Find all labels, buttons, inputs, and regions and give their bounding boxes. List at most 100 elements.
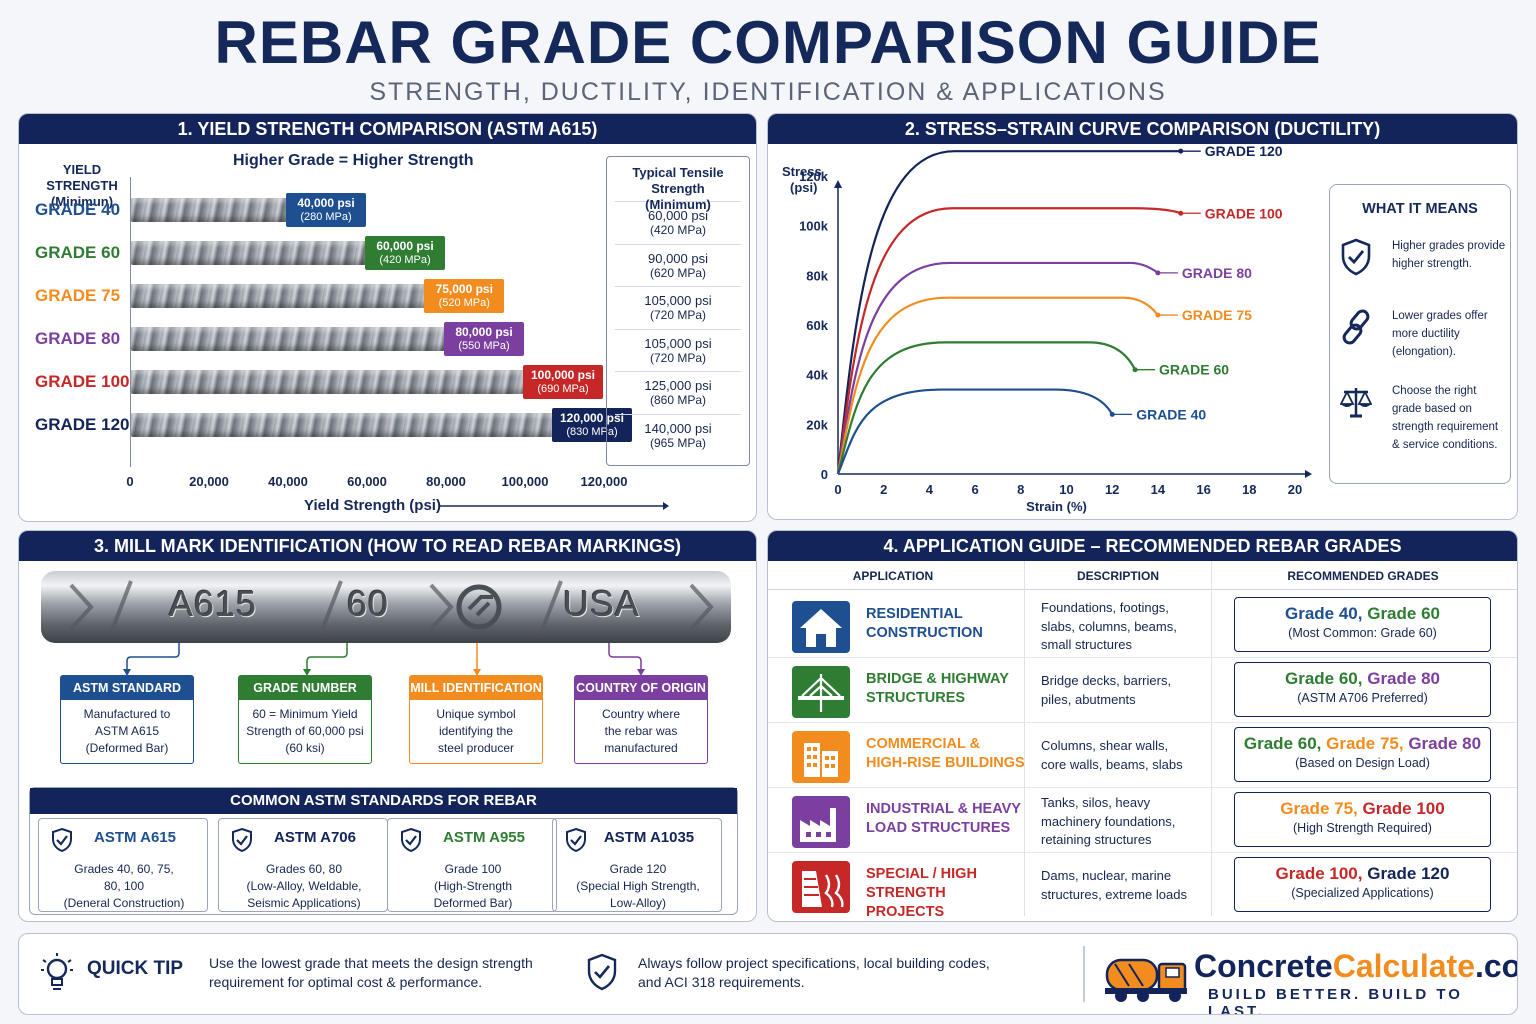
mill-mark-card-title: GRADE NUMBER [239, 676, 371, 700]
mill-mark-card-line: the rebar was [604, 724, 678, 738]
y-axis-arrow [834, 180, 842, 188]
house-icon [792, 601, 850, 653]
yield-axis-label-line1: YIELD STRENGTH [46, 162, 118, 193]
astm-standard-card: ASTM A1035 Grade 120 (Special High Strengt… [552, 818, 722, 912]
application-name-line: INDUSTRIAL & HEAVY [866, 801, 1021, 817]
application-description-line: Dams, nuclear, marine [1041, 868, 1172, 883]
application-description-line: Columns, shear walls, [1041, 738, 1169, 753]
y-axis-label-line2: (psi) [790, 180, 817, 195]
grade-label: GRADE 40 [35, 200, 121, 219]
astm-standards-box: COMMON ASTM STANDARDS FOR REBAR ASTM A61… [29, 787, 738, 915]
application-description-line: Bridge decks, barriers, [1041, 673, 1172, 688]
row-divider [768, 852, 1517, 853]
recommended-grades: Grade 60, Grade 80 [1235, 669, 1490, 689]
x-tick-label: 80,000 [426, 474, 466, 489]
rebar-bar [130, 413, 604, 437]
col-head-description: DESCRIPTION [1076, 569, 1159, 583]
astm-standard-body: Grade 100 (High-Strength Deformed Bar) [388, 861, 558, 912]
astm-standard-line: 80, 100 [103, 879, 145, 893]
column-divider-1 [1024, 561, 1025, 916]
recommended-grades: Grade 100, Grade 120 [1235, 864, 1490, 884]
value-mpa: (830 MPa) [566, 426, 618, 438]
astm-standard-card: ASTM A706 Grades 60, 80 (Low-Alloy, Weldab… [218, 818, 388, 912]
application-name-line: HIGH-RISE BUILDINGS [866, 755, 1025, 771]
series-label: GRADE 120 [1205, 144, 1283, 159]
astm-standard-card: ASTM A955 Grade 100 (High-Strength Deformed… [387, 818, 557, 912]
yield-strength-panel: 1. YIELD STRENGTH COMPARISON (ASTM A615)… [18, 113, 757, 522]
astm-standard-name: ASTM A1035 [603, 829, 695, 846]
tensile-row: 125,000 psi (860 MPa) [615, 371, 741, 414]
application-description: Foundations, footings, slabs, columns, be… [1041, 599, 1216, 655]
value-mpa: (420 MPa) [379, 254, 431, 266]
series-label: GRADE 100 [1205, 205, 1283, 221]
mill-mark-card-title: MILL IDENTIFICATION [410, 676, 542, 700]
x-tick-label: 2 [880, 482, 887, 497]
application-description-line: machinery foundations, [1041, 813, 1176, 829]
grade-label: GRADE 75 [35, 286, 121, 305]
mill-mark-card-title: ASTM STANDARD [61, 676, 193, 700]
shield-check-icon [566, 827, 586, 853]
tensile-mpa: (620 MPa) [649, 265, 707, 280]
stress-strain-heading: 2. STRESS–STRAIN CURVE COMPARISON (DUCTI… [768, 114, 1517, 144]
tensile-mpa: (420 MPa) [649, 223, 707, 237]
mill-mark-panel: 3. MILL MARK IDENTIFICATION (HOW TO READ… [18, 530, 757, 922]
tensile-psi: 105,000 psi [644, 293, 712, 308]
grade-separator: , [1357, 864, 1368, 883]
mill-mark-card-line: 60 = Minimum Yield [252, 707, 358, 721]
col-head-application: APPLICATION [852, 569, 934, 583]
x-tick-label: 8 [1017, 482, 1024, 497]
mill-mark-card: GRADE NUMBER 60 = Minimum Yield Strength o… [238, 675, 372, 764]
tensile-mpa: (720 MPa) [649, 350, 707, 365]
mill-mark-card-line: Country where [601, 707, 681, 721]
mark-connectors [123, 643, 645, 676]
column-divider-2 [1211, 561, 1212, 916]
tensile-header-line2: (Minimum) [645, 197, 711, 212]
means-text-strength: Higher grades provide higher strength. [1392, 240, 1506, 270]
application-guide-heading: 4. APPLICATION GUIDE – RECOMMENDED REBAR… [768, 531, 1517, 561]
series-label: GRADE 40 [1136, 406, 1206, 422]
row-divider [768, 722, 1517, 723]
application-name-line: RESIDENTIAL [866, 606, 963, 622]
col-head-recommended: RECOMMENDED GRADES [1287, 569, 1439, 583]
series-line [836, 150, 1181, 475]
recommended-note: (Most Common: Grade 60) [1288, 626, 1437, 640]
row-divider [768, 787, 1517, 788]
application-row: COMMERCIAL & HIGH-RISE BUILDINGS Columns, … [768, 725, 1517, 790]
yield-axis-label-line2: (Minimun) [50, 194, 114, 209]
value-mpa: (280 MPa) [300, 211, 352, 223]
strength-tagline: Higher Grade = Higher Strength [233, 152, 474, 169]
grade-label: GRADE 120 [35, 415, 130, 434]
tensile-psi: 105,000 psi [644, 335, 712, 351]
application-name-line: COMMERCIAL & [866, 736, 981, 752]
shield-check-icon [587, 953, 617, 991]
astm-standard-line: Seismic Applications) [247, 896, 361, 910]
value-label: 60,000 psi (420 MPa) [365, 236, 445, 270]
series-end-point [1109, 411, 1115, 417]
page-subtitle: STRENGTH, DUCTILITY, IDENTIFICATION & AP… [369, 78, 1167, 106]
stress-strain-chart: Stress(psi) Strain (%) 0 2 4 6 8 10 12 14 16 18 20 0 2… [782, 144, 1312, 514]
astm-standards-heading: COMMON ASTM STANDARDS FOR REBAR [30, 788, 737, 814]
recommended-grades-box: Grade 60, Grade 80 (ASTM A706 Preferred) [1234, 662, 1491, 717]
mixer-truck-icon [1105, 958, 1187, 1002]
mill-mark-card: COUNTRY OF ORIGIN Country where the rebar … [574, 675, 708, 764]
mill-mark-card-line: steel producer [437, 741, 515, 755]
y-tick-label: 120k [799, 169, 829, 184]
application-name-line: CONSTRUCTION [866, 625, 983, 641]
mill-mark-card-title: COUNTRY OF ORIGIN [575, 676, 707, 700]
x-tick-label: 14 [1151, 482, 1166, 497]
application-name-line: SPECIAL / HIGH [866, 866, 977, 882]
brand-logo-text[interactable]: ConcreteCalculate.com [1194, 948, 1517, 985]
y-tick-label: 80k [806, 268, 828, 283]
grade-separator: , [1353, 799, 1363, 818]
tensile-row: 90,000 psi (620 MPa) [615, 243, 741, 287]
x-tick-label: 18 [1242, 482, 1256, 497]
recommended-grades-box: Grade 60, Grade 75, Grade 80 (Based on De… [1234, 727, 1491, 782]
tensile-header: Typical Tensile Strength (Minimum) [607, 157, 749, 212]
recommended-grades: Grade 75, Grade 100 [1235, 799, 1490, 819]
shield-check-icon [232, 827, 252, 853]
application-description-line: small structures [1041, 637, 1133, 652]
x-tick-label: 0 [126, 474, 134, 489]
recommended-grades: Grade 40, Grade 60 [1235, 604, 1490, 624]
value-psi: 80,000 psi [455, 325, 513, 339]
application-description-line: structures, extreme loads [1041, 886, 1187, 902]
